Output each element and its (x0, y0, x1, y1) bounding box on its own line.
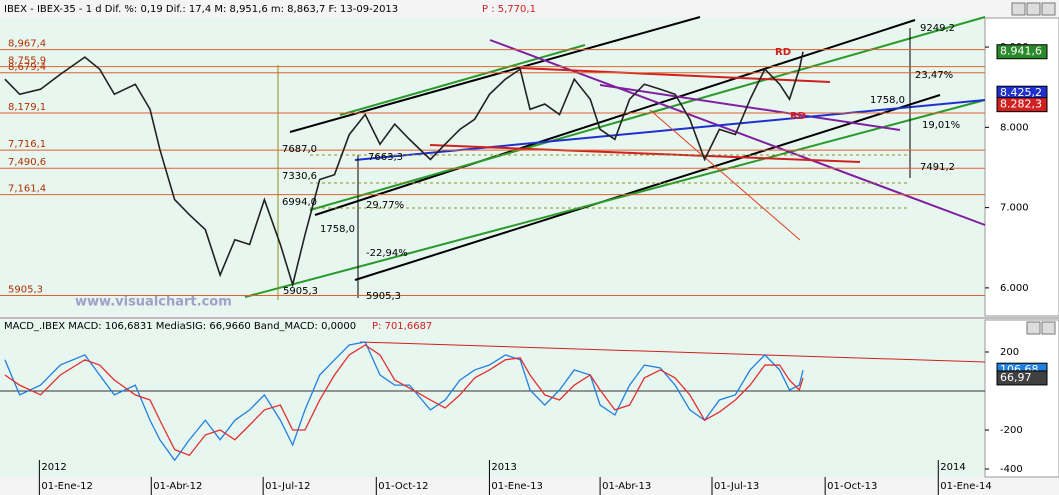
annotation: 7491,2 (920, 162, 955, 173)
x-tick-label: 01-Ene-12 (41, 481, 92, 492)
value-box (996, 44, 1048, 60)
level-label: 7,161,4 (8, 184, 46, 195)
level-label: 8,755,9 (8, 56, 46, 67)
x-tick-label: 01-Oct-13 (827, 481, 877, 492)
series-line (4, 344, 804, 457)
button[interactable] (1026, 321, 1041, 335)
annotation: 19,01% (922, 120, 960, 131)
macd-title: MACD_.IBEX MACD: 106,6831 MediaSIG: 66,9… (4, 321, 356, 332)
button[interactable] (1041, 2, 1056, 16)
trend-line (309, 16, 986, 211)
annotation: 29,77% (366, 200, 404, 211)
value-box-label: 8.282,3 (1000, 98, 1042, 111)
value-box-label: 8.425,2 (1000, 86, 1042, 99)
value-box (996, 370, 1048, 386)
x-tick-label: 01-Oct-12 (378, 481, 428, 492)
annotation: -22,94% (366, 248, 408, 259)
annotation: 6994,0 (282, 197, 317, 208)
trend-line (649, 109, 801, 241)
x-tick-label: 01-Abr-13 (602, 481, 651, 492)
level-label: 7,716,1 (8, 139, 46, 150)
annotation: 7330,6 (282, 171, 317, 182)
trend-line (429, 144, 861, 163)
annotation: 5905,3 (283, 286, 318, 297)
y-tick-label: 200 (1000, 347, 1019, 358)
button[interactable] (1026, 2, 1041, 16)
macd-title-p: P: 701,6687 (372, 321, 432, 332)
x-tick-label: 01-Abr-12 (153, 481, 202, 492)
value-box-label: 8.941,6 (1000, 45, 1042, 58)
annotation: 7687,0 (282, 144, 317, 155)
x-tick-label: 01-Jul-13 (714, 481, 759, 492)
trend-line (354, 94, 941, 281)
level-label: 8,967,4 (8, 39, 46, 50)
watermark: www.visualchart.com (75, 295, 232, 310)
header-text: IBEX - IBEX-35 - 1 d Dif. %: 0,19 Dif.: … (4, 4, 398, 15)
x-tick-label: 01-Ene-14 (940, 481, 991, 492)
series-line (4, 341, 804, 462)
x-tick-label: 01-Ene-13 (491, 481, 542, 492)
annotation: RD (790, 111, 806, 122)
macd-trend-line (359, 341, 986, 363)
trend-line (244, 99, 986, 298)
y-tick-label: -400 (1000, 464, 1023, 475)
year-label: 2012 (41, 462, 66, 473)
trend-line (519, 67, 831, 83)
trend-line (599, 84, 901, 131)
price-panel (0, 18, 985, 316)
y-tick-label: -200 (1000, 425, 1023, 436)
level-label: 8,679,4 (8, 62, 46, 73)
button[interactable] (1041, 321, 1056, 335)
annotation: 23,47% (915, 70, 953, 81)
annotation: 1758,0 (320, 224, 355, 235)
annotation: 5905,3 (366, 291, 401, 302)
y-tick-label: 8.000 (1000, 122, 1029, 133)
y-tick-label: 7.000 (1000, 203, 1029, 214)
year-label: 2013 (491, 462, 516, 473)
year-label: 2014 (940, 462, 965, 473)
level-label: 5905,3 (8, 285, 43, 296)
level-label: 8,179,1 (8, 102, 46, 113)
annotation: 7663,3 (368, 152, 403, 163)
macd-axis-panel (984, 319, 1059, 478)
value-box (996, 97, 1048, 113)
value-box-label: 66,97 (1000, 371, 1032, 384)
x-tick-label: 01-Jul-12 (265, 481, 310, 492)
button[interactable] (1011, 2, 1026, 16)
annotation: 9249,2 (920, 23, 955, 34)
window-buttons[interactable] (1011, 2, 1056, 335)
annotation: 1758,0 (870, 95, 905, 106)
series-line (4, 51, 804, 288)
trend-line (339, 44, 586, 116)
annotation: RD (775, 47, 791, 58)
header-price: P : 5,770,1 (482, 4, 536, 15)
price-axis-panel (984, 17, 1059, 317)
y-tick-label: 6.000 (1000, 283, 1029, 294)
level-label: 7,490,6 (8, 157, 46, 168)
